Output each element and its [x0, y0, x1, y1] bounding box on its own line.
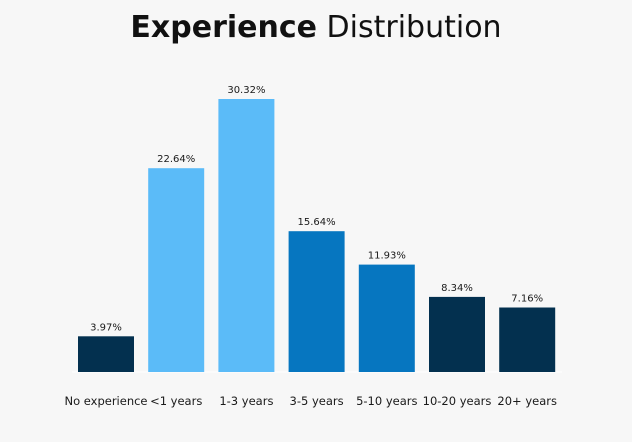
category-label-2: 1-3 years: [219, 394, 273, 408]
bar-6: [499, 307, 556, 372]
value-label-1: 22.64%: [157, 154, 195, 165]
category-label-4: 5-10 years: [356, 394, 417, 408]
value-label-6: 7.16%: [511, 294, 543, 305]
value-label-5: 8.34%: [441, 283, 473, 294]
category-labels-group: No experience <1 years 1-3 years 3-5 years 5…: [64, 394, 557, 408]
chart-title-bold: Experience: [130, 10, 317, 45]
category-label-3: 3-5 years: [290, 394, 344, 408]
bar-5: [429, 296, 485, 372]
category-label-0: No experience: [64, 394, 147, 408]
category-label-6: 20+ years: [497, 394, 557, 408]
bar-3: [288, 231, 345, 372]
value-label-4: 11.93%: [368, 251, 406, 262]
value-labels-group: 3.97% 22.64% 30.32% 15.64% 11.93% 8.34% 7.16%: [90, 85, 543, 333]
bar-2: [218, 99, 275, 372]
category-label-5: 10-20 years: [423, 394, 492, 408]
bar-0: [78, 336, 134, 372]
value-label-2: 30.32%: [227, 85, 265, 96]
chart-title: Experience Distribution: [0, 10, 632, 45]
bar-4: [358, 264, 415, 372]
bars-group: [78, 99, 556, 372]
bar-1: [148, 168, 205, 372]
value-label-3: 15.64%: [298, 217, 336, 228]
category-label-1: <1 years: [150, 394, 202, 408]
chart-title-rest: Distribution: [326, 10, 502, 45]
value-label-0: 3.97%: [90, 322, 122, 333]
